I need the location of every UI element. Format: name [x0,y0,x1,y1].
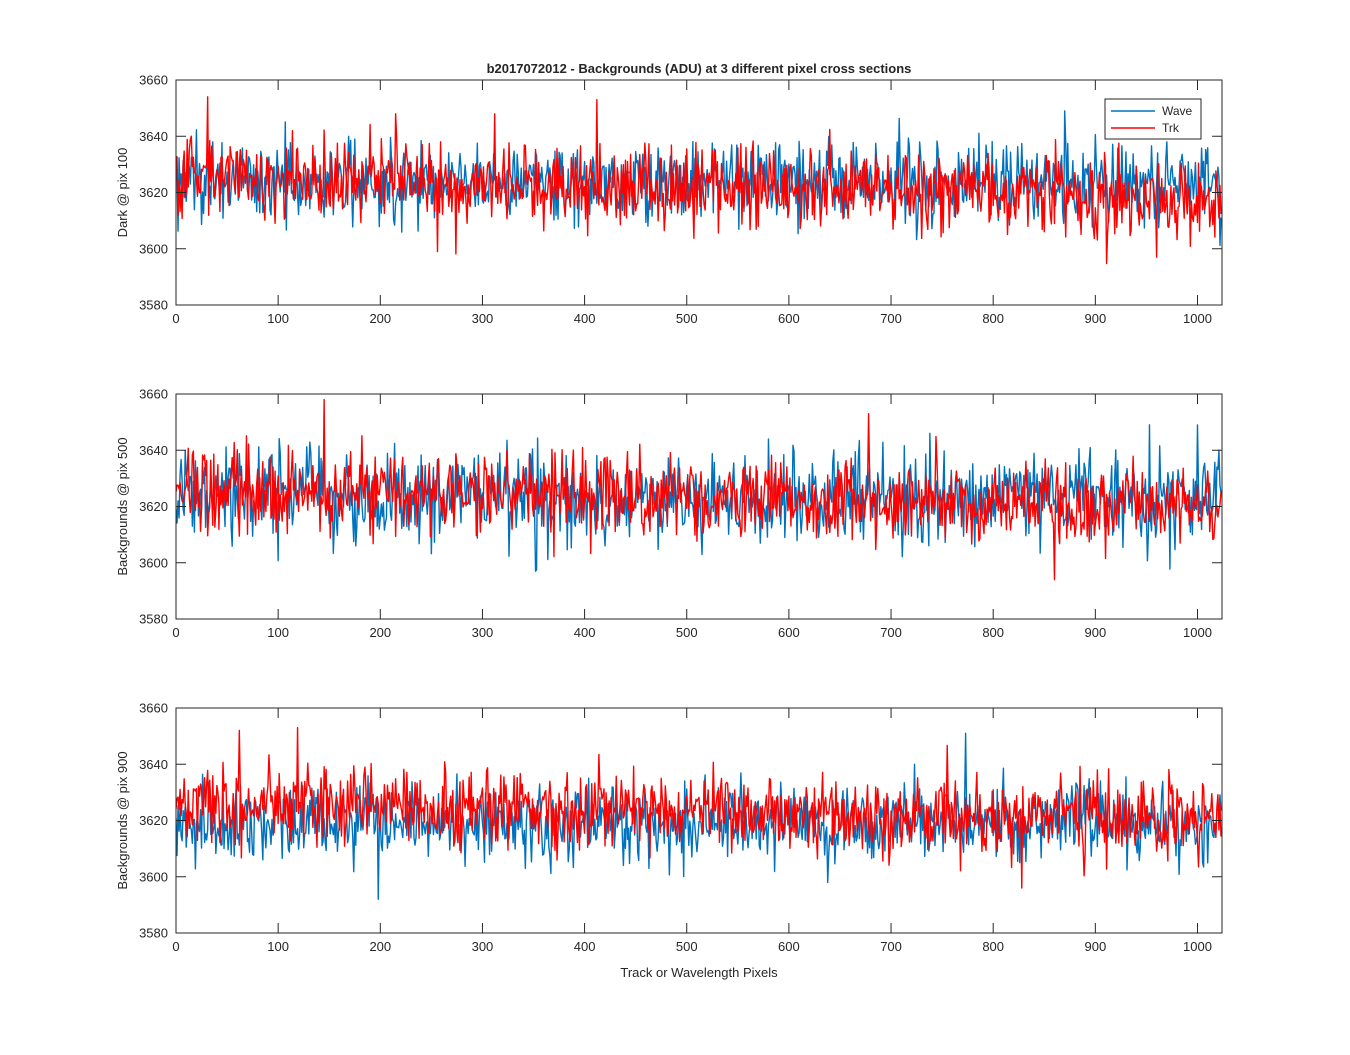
series-line-trk [176,726,1222,889]
x-tick-label: 500 [676,625,698,640]
x-tick-label: 0 [172,625,179,640]
x-tick-label: 100 [267,625,289,640]
y-tick-label: 3600 [139,869,168,884]
series-line-trk [176,96,1222,265]
x-tick-label: 100 [267,939,289,954]
panel-3: 0 100 200 300 400 500 600 700 800 900 1000 3580 3600… [115,701,1223,954]
x-tick-label: 400 [574,625,596,640]
x-tick-label: 700 [880,939,902,954]
y-tick-label: 3640 [139,443,168,458]
legend: Wave Trk [1104,98,1202,140]
x-tick-label: 900 [1084,311,1106,326]
y-tick-label: 3660 [139,387,168,402]
x-tick-label: 300 [472,625,494,640]
legend-label-wave: Wave [1162,104,1193,118]
x-tick-label: 600 [778,311,800,326]
y-tick-label: 3620 [139,813,168,828]
y-axis-label: Backgrounds @ pix 900 [115,751,130,889]
y-axis-label: Dark @ pix 100 [115,148,130,238]
x-tick-label: 800 [982,939,1004,954]
x-tick-label: 1000 [1183,625,1212,640]
x-tick-label: 600 [778,625,800,640]
panel-1: 0 100 200 300 400 500 600 700 800 900 1000 3580 3600… [115,73,1223,326]
x-tick-label: 800 [982,625,1004,640]
x-tick-label: 900 [1084,625,1106,640]
x-tick-label: 400 [574,939,596,954]
y-tick-label: 3600 [139,555,168,570]
x-tick-label: 300 [472,311,494,326]
x-tick-label: 500 [676,311,698,326]
x-tick-label: 1000 [1183,939,1212,954]
x-tick-label: 0 [172,311,179,326]
x-tick-label: 900 [1084,939,1106,954]
x-tick-label: 0 [172,939,179,954]
x-tick-label: 200 [369,311,391,326]
y-tick-label: 3660 [139,73,168,88]
x-tick-label: 500 [676,939,698,954]
x-tick-label: 600 [778,939,800,954]
legend-label-trk: Trk [1162,121,1180,135]
x-axis-label: Track or Wavelength Pixels [620,965,778,980]
x-tick-label: 700 [880,311,902,326]
x-tick-label: 200 [369,939,391,954]
legend-box [1104,98,1202,140]
y-axis-label: Backgrounds @ pix 500 [115,437,130,575]
y-tick-label: 3620 [139,185,168,200]
y-tick-label: 3600 [139,241,168,256]
y-tick-label: 3640 [139,757,168,772]
y-tick-label: 3640 [139,129,168,144]
y-tick-label: 3660 [139,701,168,716]
y-tick-label: 3580 [139,298,168,313]
y-tick-label: 3580 [139,926,168,941]
x-tick-label: 300 [472,939,494,954]
y-tick-label: 3620 [139,499,168,514]
panel-2: 0 100 200 300 400 500 600 700 800 900 1000 3580 3600… [115,387,1223,640]
x-tick-label: 800 [982,311,1004,326]
series-line-trk [176,398,1222,581]
x-tick-label: 1000 [1183,311,1212,326]
x-tick-label: 700 [880,625,902,640]
x-tick-label: 100 [267,311,289,326]
figure-title: b2017072012 - Backgrounds (ADU) at 3 dif… [487,61,912,76]
y-tick-label: 3580 [139,612,168,627]
x-tick-label: 400 [574,311,596,326]
x-tick-label: 200 [369,625,391,640]
